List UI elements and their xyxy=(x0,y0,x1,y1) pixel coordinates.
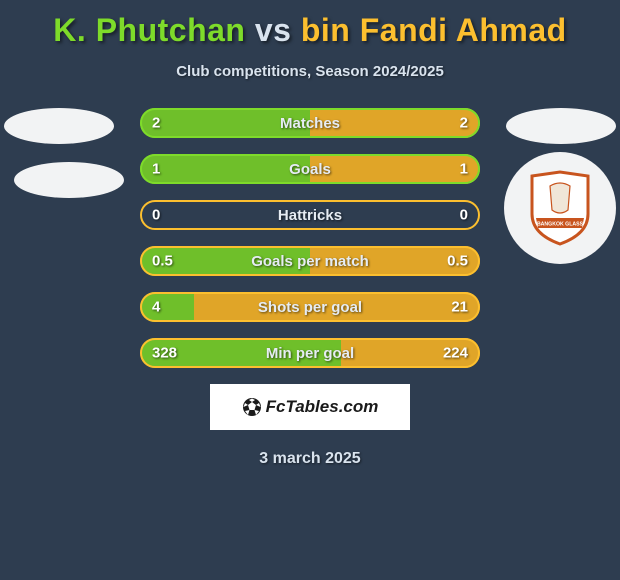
player1-avatar-placeholder-1 xyxy=(4,108,114,144)
player1-avatar-placeholder-2 xyxy=(14,162,124,198)
stat-value-right: 0 xyxy=(460,207,468,224)
stat-row: Goals per match 0.5 0.5 xyxy=(140,246,480,276)
stat-fill-right xyxy=(310,154,480,184)
stat-row: Shots per goal 4 21 xyxy=(140,292,480,322)
stat-row: Matches 2 2 xyxy=(140,108,480,138)
stat-label: Hattricks xyxy=(278,207,342,224)
player2-name: bin Fandi Ahmad xyxy=(301,12,567,48)
stat-value-left: 0.5 xyxy=(152,253,173,270)
subtitle: Club competitions, Season 2024/2025 xyxy=(0,63,620,80)
stat-fill-left xyxy=(140,292,194,322)
stat-value-right: 0.5 xyxy=(447,253,468,270)
stat-value-right: 224 xyxy=(443,345,468,362)
club-badge: BANGKOK GLASS xyxy=(504,152,616,264)
date-text: 3 march 2025 xyxy=(0,450,620,468)
branding-text: FcTables.com xyxy=(266,397,379,417)
stat-value-right: 1 xyxy=(460,161,468,178)
branding-box: FcTables.com xyxy=(210,384,410,430)
stat-label: Goals per match xyxy=(251,253,369,270)
stat-value-left: 4 xyxy=(152,299,160,316)
comparison-title: K. Phutchan vs bin Fandi Ahmad xyxy=(0,0,620,49)
player1-name: K. Phutchan xyxy=(53,12,245,48)
stat-value-left: 328 xyxy=(152,345,177,362)
stat-value-right: 2 xyxy=(460,115,468,132)
stat-row: Min per goal 328 224 xyxy=(140,338,480,368)
soccer-ball-icon xyxy=(242,397,262,417)
player2-avatar-placeholder xyxy=(506,108,616,144)
stat-label: Goals xyxy=(289,161,331,178)
vs-text: vs xyxy=(255,12,292,48)
shield-icon: BANGKOK GLASS xyxy=(528,170,592,246)
svg-text:BANGKOK GLASS: BANGKOK GLASS xyxy=(537,222,584,228)
stat-row: Goals 1 1 xyxy=(140,154,480,184)
stat-label: Shots per goal xyxy=(258,299,362,316)
stat-value-left: 0 xyxy=(152,207,160,224)
stat-value-right: 21 xyxy=(451,299,468,316)
stat-row: Hattricks 0 0 xyxy=(140,200,480,230)
stat-fill-left xyxy=(140,154,310,184)
stat-value-left: 2 xyxy=(152,115,160,132)
branding: FcTables.com xyxy=(242,397,379,417)
stats-stage: BANGKOK GLASS Matches 2 2 Goals 1 1 Hattricks 0… xyxy=(0,108,620,368)
stat-label: Matches xyxy=(280,115,340,132)
stat-rows: Matches 2 2 Goals 1 1 Hattricks 0 0 Goals per mat… xyxy=(140,108,480,368)
stat-value-left: 1 xyxy=(152,161,160,178)
stat-label: Min per goal xyxy=(266,345,354,362)
